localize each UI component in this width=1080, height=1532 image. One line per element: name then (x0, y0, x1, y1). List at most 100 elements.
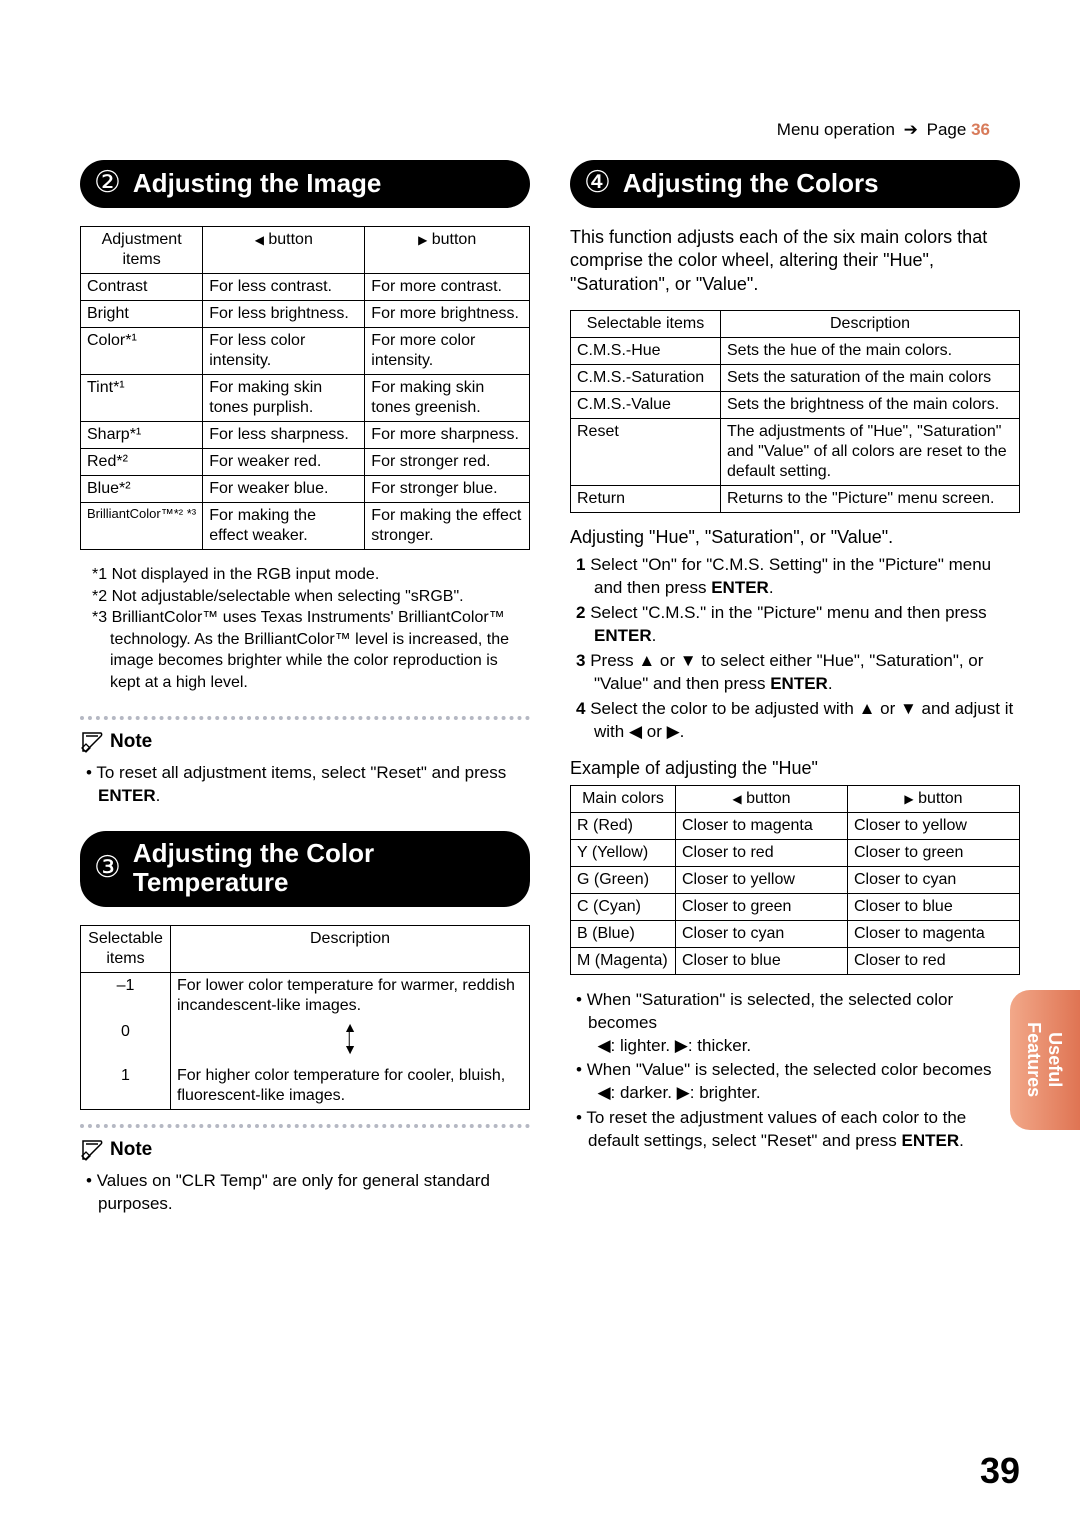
up-down-arrow-icon: ▲│▼ (171, 1019, 530, 1063)
cell-item: Reset (571, 419, 721, 486)
cell-item: Tint*¹ (81, 375, 203, 422)
cell-right: Closer to red (848, 947, 1020, 974)
cell-color: M (Magenta) (571, 947, 676, 974)
temp-1: 1 (81, 1063, 171, 1110)
temp-0: 0 (81, 1019, 171, 1063)
bullet-val: • When "Value" is selected, the selected… (570, 1059, 1020, 1105)
cell-left: For less brightness. (203, 301, 365, 328)
bullet-sat: • When "Saturation" is selected, the sel… (570, 989, 1020, 1058)
section-4-intro: This function adjusts each of the six ma… (570, 226, 1020, 296)
cell-desc: Sets the brightness of the main colors. (721, 392, 1020, 419)
cell-left: Closer to red (676, 839, 848, 866)
temp-desc-bot: For higher color temperature for cooler,… (171, 1063, 530, 1110)
cell-left: For making the effect weaker. (203, 503, 365, 550)
circled-3-icon: ③ (94, 853, 121, 883)
pencil-icon (80, 1138, 104, 1162)
table-row: C.M.S.-SaturationSets the saturation of … (571, 365, 1020, 392)
footnote-2: *2 Not adjustable/selectable when select… (80, 586, 530, 608)
cell-left: For less color intensity. (203, 328, 365, 375)
page-header-reference: Menu operation ➔ Page 36 (80, 120, 1020, 140)
cell-item: C.M.S.-Value (571, 392, 721, 419)
section-2-footnotes: *1 Not displayed in the RGB input mode. … (80, 564, 530, 694)
cell-item: Color*¹ (81, 328, 203, 375)
table-row: Tint*¹For making skin tones purplish.For… (81, 375, 530, 422)
cell-item: Bright (81, 301, 203, 328)
cell-left: For weaker blue. (203, 476, 365, 503)
temp-m1: –1 (81, 972, 171, 1019)
cell-item: Blue*² (81, 476, 203, 503)
step-3: 3 Press ▲ or ▼ to select either "Hue", "… (570, 650, 1020, 696)
note-2-bullet: • To reset all adjustment items, select … (80, 762, 530, 808)
table-row: C (Cyan)Closer to greenCloser to blue (571, 893, 1020, 920)
cell-left: Closer to green (676, 893, 848, 920)
cell-right: Closer to yellow (848, 812, 1020, 839)
cell-desc: Returns to the "Picture" menu screen. (721, 486, 1020, 513)
cell-left: Closer to blue (676, 947, 848, 974)
cell-item: C.M.S.-Hue (571, 338, 721, 365)
table-row: Blue*²For weaker blue.For stronger blue. (81, 476, 530, 503)
table-row: R (Red)Closer to magentaCloser to yellow (571, 812, 1020, 839)
note-2-body: • To reset all adjustment items, select … (80, 762, 530, 808)
table-row: M (Magenta)Closer to blueCloser to red (571, 947, 1020, 974)
section-3-title: Adjusting the Color Temperature (133, 839, 510, 896)
adjustment-table: Adjustment items ◀ button ▶ button Contr… (80, 226, 530, 550)
th-description: Description (721, 311, 1020, 338)
table-row: G (Green)Closer to yellowCloser to cyan (571, 866, 1020, 893)
cell-right: For more brightness. (365, 301, 530, 328)
table-row: B (Blue)Closer to cyanCloser to magenta (571, 920, 1020, 947)
cell-right: For more sharpness. (365, 422, 530, 449)
cell-right: Closer to green (848, 839, 1020, 866)
note-3-bullet: • Values on "CLR Temp" are only for gene… (80, 1170, 530, 1216)
cell-left: For less sharpness. (203, 422, 365, 449)
th-left-button: ◀ button (203, 227, 365, 274)
note-heading-3: Note (80, 1138, 530, 1162)
cell-left: Closer to yellow (676, 866, 848, 893)
th-right-button: ▶ button (365, 227, 530, 274)
cell-item: Sharp*¹ (81, 422, 203, 449)
left-column: ② Adjusting the Image Adjustment items ◀… (80, 160, 530, 1240)
page-link-36[interactable]: 36 (971, 120, 990, 139)
section-4-bullets: • When "Saturation" is selected, the sel… (570, 989, 1020, 1154)
right-column: ④ Adjusting the Colors This function adj… (570, 160, 1020, 1240)
cell-item: Return (571, 486, 721, 513)
cell-right: For making the effect stronger. (365, 503, 530, 550)
cell-desc: Sets the saturation of the main colors (721, 365, 1020, 392)
cell-right: For more contrast. (365, 274, 530, 301)
step-1: 1 Select "On" for "C.M.S. Setting" in th… (570, 554, 1020, 600)
footnote-3: *3 BrilliantColor™ uses Texas Instrument… (80, 607, 530, 693)
note-3-body: • Values on "CLR Temp" are only for gene… (80, 1170, 530, 1216)
cell-item: BrilliantColor™*² *³ (81, 503, 203, 550)
main-columns: ② Adjusting the Image Adjustment items ◀… (80, 160, 1020, 1240)
cell-desc: Sets the hue of the main colors. (721, 338, 1020, 365)
hue-table: Main colors ◀ button ▶ button R (Red)Clo… (570, 785, 1020, 975)
cell-color: Y (Yellow) (571, 839, 676, 866)
steps-list: 1 Select "On" for "C.M.S. Setting" in th… (570, 554, 1020, 744)
note-label: Note (110, 1139, 152, 1161)
table-row: ContrastFor less contrast.For more contr… (81, 274, 530, 301)
section-3-header: ③ Adjusting the Color Temperature (80, 831, 530, 906)
side-tab-line2: Features (1025, 1022, 1045, 1097)
temp-desc-top: For lower color temperature for warmer, … (171, 972, 530, 1019)
th-selectable-items: Selectable items (81, 925, 171, 972)
divider-dots (80, 716, 530, 720)
th-selectable-items: Selectable items (571, 311, 721, 338)
section-4-header: ④ Adjusting the Colors (570, 160, 1020, 208)
note-label: Note (110, 731, 152, 753)
cell-right: For making skin tones greenish. (365, 375, 530, 422)
cell-color: R (Red) (571, 812, 676, 839)
section-4-title: Adjusting the Colors (623, 169, 879, 198)
circled-2-icon: ② (94, 168, 121, 198)
th-description: Description (171, 925, 530, 972)
example-heading: Example of adjusting the "Hue" (570, 758, 1020, 779)
table-row: Color*¹For less color intensity.For more… (81, 328, 530, 375)
table-row: C.M.S.-HueSets the hue of the main color… (571, 338, 1020, 365)
cell-desc: The adjustments of "Hue", "Saturation" a… (721, 419, 1020, 486)
cell-left: For weaker red. (203, 449, 365, 476)
step-4: 4 Select the color to be adjusted with ▲… (570, 698, 1020, 744)
side-tab: Useful Features (1010, 990, 1080, 1130)
section-2-header: ② Adjusting the Image (80, 160, 530, 208)
bullet-reset: • To reset the adjustment values of each… (570, 1107, 1020, 1153)
table-row: C.M.S.-ValueSets the brightness of the m… (571, 392, 1020, 419)
cell-right: Closer to blue (848, 893, 1020, 920)
pencil-icon (80, 730, 104, 754)
